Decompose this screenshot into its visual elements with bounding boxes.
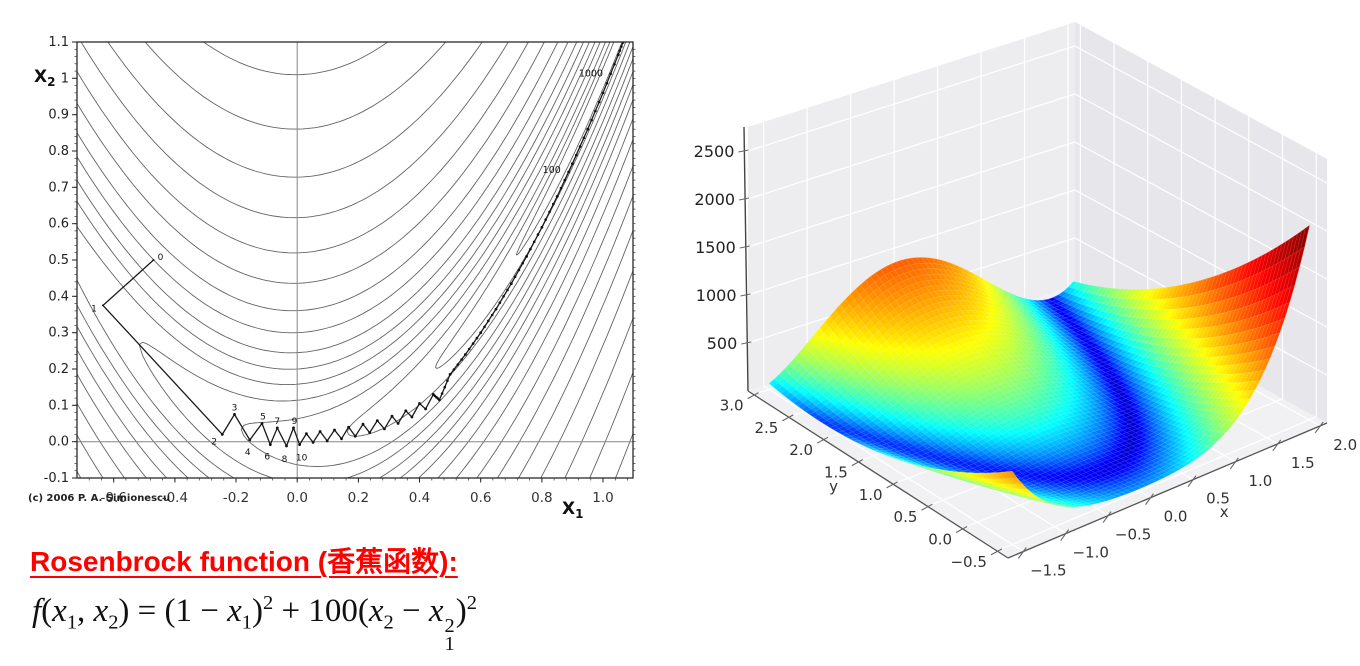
formula-token: x [368, 593, 384, 629]
svg-text:0.8: 0.8 [531, 490, 552, 506]
formula-token: 2 [263, 592, 274, 614]
svg-text:0.4: 0.4 [48, 289, 69, 304]
svg-text:0.4: 0.4 [409, 490, 430, 506]
svg-text:4: 4 [245, 448, 251, 458]
svg-text:2.0: 2.0 [789, 441, 813, 459]
formula-token: 1 [66, 611, 78, 634]
svg-text:1.0: 1.0 [1248, 472, 1272, 490]
svg-text:0.0: 0.0 [286, 490, 307, 506]
svg-text:100: 100 [543, 165, 561, 176]
svg-text:0: 0 [158, 253, 164, 263]
svg-text:1.0: 1.0 [592, 490, 613, 506]
svg-text:0.0: 0.0 [48, 435, 69, 450]
heading-text: Rosenbrock function (香蕉函数): [30, 546, 458, 577]
svg-text:−1.5: −1.5 [1030, 562, 1066, 580]
svg-text:0.1: 0.1 [48, 398, 69, 413]
formula-token: 2 [108, 611, 119, 634]
svg-text:1.5: 1.5 [1291, 454, 1315, 472]
svg-text:2.0: 2.0 [1333, 436, 1357, 454]
svg-text:−1.0: −1.0 [1072, 544, 1108, 562]
formula-token: x [227, 593, 242, 629]
svg-text:-0.2: -0.2 [223, 490, 249, 506]
svg-text:X1: X1 [562, 499, 583, 521]
svg-text:X2: X2 [34, 67, 55, 89]
svg-text:0.6: 0.6 [48, 217, 69, 232]
svg-text:-0.6: -0.6 [101, 490, 127, 506]
svg-text:3.0: 3.0 [720, 397, 744, 415]
rosenbrock-formula: f(x1, x2) = (1 − x1)2 + 100(x2 − x 2 1)2 [32, 592, 477, 655]
svg-text:0.7: 0.7 [48, 180, 69, 195]
svg-text:3: 3 [232, 403, 238, 413]
svg-text:1.0: 1.0 [859, 486, 883, 504]
svg-text:8: 8 [282, 455, 288, 465]
svg-text:-0.1: -0.1 [44, 471, 69, 486]
svg-text:x: x [1220, 503, 1229, 521]
formula-token: f [32, 593, 42, 629]
contour-figure: 0 1 2 3 4 5 6 7 8 9 10 100 1000 1.1 1 0.9 0.8 0.7 0.6 0.5 0.… [0, 0, 660, 544]
svg-text:1: 1 [61, 71, 69, 86]
svg-text:7: 7 [274, 417, 280, 427]
svg-text:2500: 2500 [694, 142, 735, 161]
svg-text:2.5: 2.5 [754, 419, 778, 437]
svg-text:0.3: 0.3 [48, 326, 69, 341]
svg-text:(c) 2006 P. A. Simionescu: (c) 2006 P. A. Simionescu [28, 493, 170, 504]
formula-token: ( [41, 593, 53, 629]
svg-text:10: 10 [296, 454, 308, 464]
svg-text:9: 9 [292, 417, 298, 427]
svg-text:2: 2 [211, 437, 217, 447]
svg-text:5: 5 [260, 413, 266, 423]
svg-text:0.0: 0.0 [1164, 508, 1188, 526]
svg-text:y: y [829, 477, 838, 495]
svg-text:1500: 1500 [695, 238, 736, 257]
svg-text:1000: 1000 [579, 69, 603, 80]
svg-text:0.6: 0.6 [470, 490, 491, 506]
formula-token: − [393, 593, 429, 629]
formula-token: + 100( [273, 593, 369, 629]
formula-token: 2 [466, 592, 477, 614]
svg-text:1.1: 1.1 [48, 35, 69, 50]
formula-token: 2 [383, 611, 394, 634]
svg-text:500: 500 [707, 334, 738, 353]
surface-3d-plot: −1.5−1.0−0.50.00.51.01.52.0−0.50.00.51.0… [694, 22, 1357, 580]
svg-text:0.9: 0.9 [48, 108, 69, 123]
svg-text:0.8: 0.8 [48, 144, 69, 159]
formula-token: x [93, 593, 109, 629]
svg-text:0.5: 0.5 [48, 253, 69, 268]
surface-figure: −1.5 −1.0 −0.5 0.0 0.5 1.0 1.5 2.0 −0.5 0.0 0.5 1.0… [660, 6, 1360, 630]
formula-token: x [52, 593, 67, 629]
svg-text:−0.5: −0.5 [950, 553, 986, 571]
svg-text:0.2: 0.2 [348, 490, 369, 506]
formula-token: ) = (1 − [118, 593, 228, 629]
svg-text:0.2: 0.2 [48, 362, 69, 377]
svg-text:6: 6 [264, 453, 270, 463]
svg-text:−0.5: −0.5 [1115, 526, 1151, 544]
formula-token: ) [455, 593, 467, 629]
svg-text:-0.4: -0.4 [162, 490, 188, 506]
svg-text:1: 1 [91, 304, 97, 314]
svg-text:1000: 1000 [696, 286, 737, 305]
formula-token: x [428, 593, 444, 629]
formula-token: , [77, 593, 94, 629]
svg-text:2000: 2000 [694, 190, 735, 209]
svg-text:0.5: 0.5 [894, 508, 918, 526]
formula-token: 1 [241, 611, 252, 634]
svg-text:0.0: 0.0 [928, 531, 952, 549]
formula-token: ) [252, 593, 263, 629]
section-heading: Rosenbrock function (香蕉函数): [30, 540, 458, 580]
contour-plot: 0 1 2 3 4 5 6 7 8 9 10 100 1000 1.1 1 0.9 0.8 0.7 0.6 0.5 0.… [28, 35, 636, 521]
